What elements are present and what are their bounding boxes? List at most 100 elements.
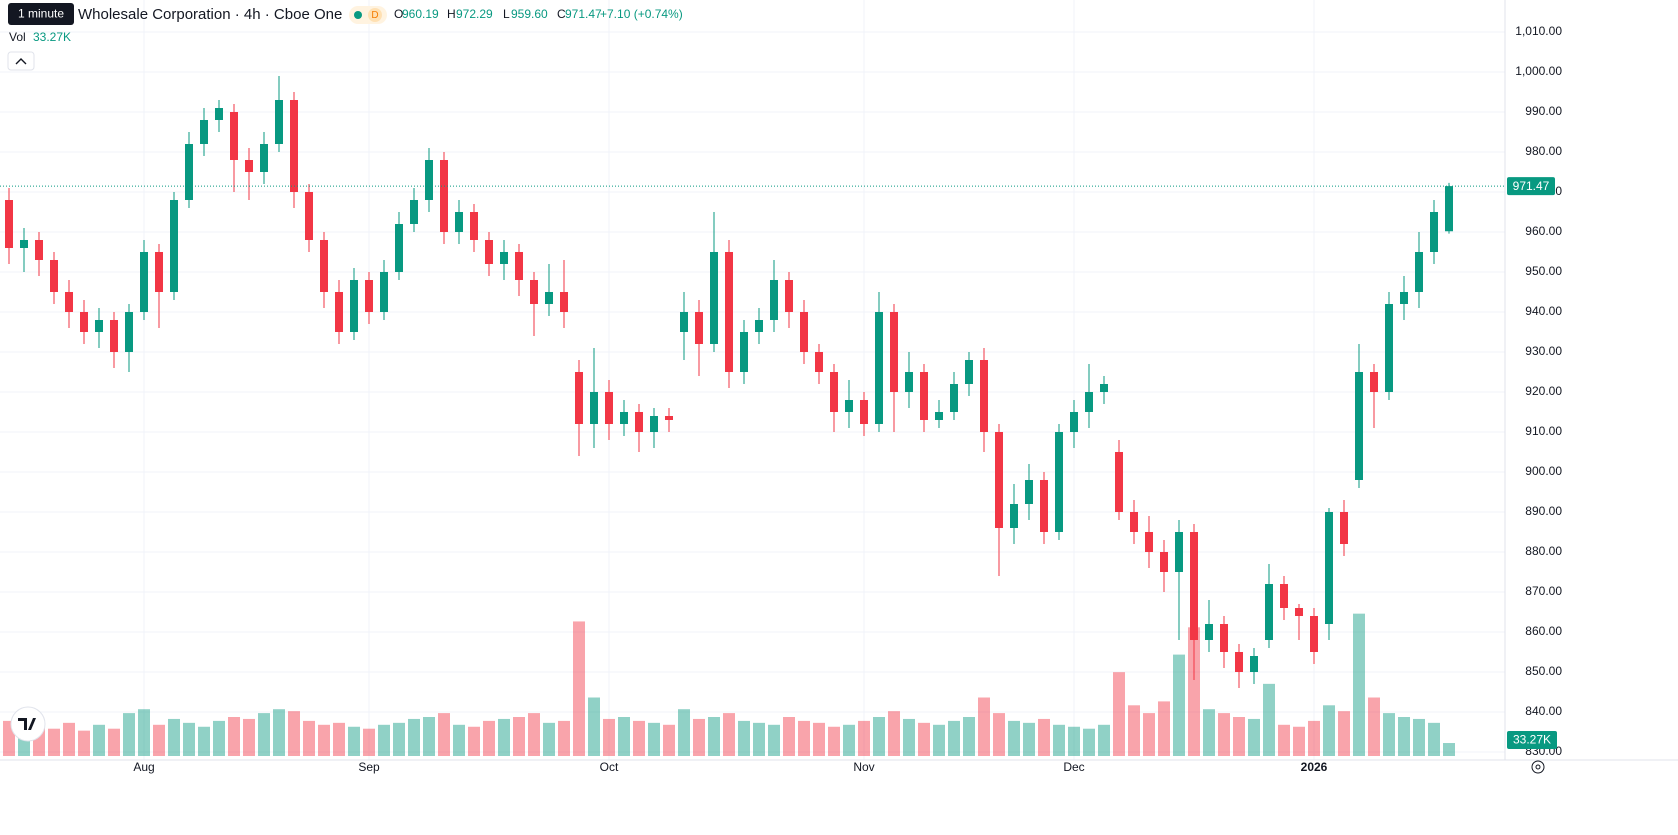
volume-bar — [63, 722, 75, 756]
volume-bar — [1203, 709, 1215, 756]
volume-bar — [108, 728, 120, 756]
volume-bar — [468, 726, 480, 756]
candle-body — [50, 260, 58, 292]
candle-body — [1400, 292, 1408, 304]
volume-bar — [1233, 717, 1245, 756]
volume-bar — [78, 730, 90, 756]
candle-body — [890, 312, 898, 392]
volume-bar — [438, 713, 450, 756]
candle-body — [875, 312, 883, 424]
tooltip-box — [8, 3, 74, 25]
x-tick-label: Nov — [853, 760, 874, 774]
candle-body — [590, 392, 598, 424]
candle-body — [1235, 652, 1243, 672]
candle-body — [155, 252, 163, 292]
volume-bar — [1308, 720, 1320, 756]
candle-body — [710, 252, 718, 344]
ohlc-value: 959.60 — [511, 7, 548, 21]
candle-body — [695, 312, 703, 344]
candle-body — [920, 372, 928, 420]
volume-bar — [1023, 722, 1035, 756]
volume-pane — [3, 613, 1455, 756]
candle-body — [1100, 384, 1108, 392]
candle-body — [290, 100, 298, 192]
candle-body — [1310, 616, 1318, 652]
volume-bar — [1188, 627, 1200, 756]
candle-body — [275, 100, 283, 144]
candle-body — [1160, 552, 1168, 572]
logo[interactable] — [10, 706, 46, 742]
volume-bar — [198, 726, 210, 756]
volume-badge — [1507, 731, 1557, 749]
candle-body — [1115, 452, 1123, 512]
x-tick-label: Sep — [358, 760, 380, 774]
candle-body — [380, 272, 388, 312]
y-tick-label: 950.00 — [1525, 264, 1562, 278]
volume-bar — [573, 621, 585, 756]
candle-body — [1085, 392, 1093, 412]
volume-bar — [663, 724, 675, 756]
candle-body — [80, 312, 88, 332]
y-tick-label: 910.00 — [1525, 424, 1562, 438]
candle-body — [230, 112, 238, 160]
x-tick-label: 2026 — [1301, 760, 1328, 774]
volume-bar — [1053, 724, 1065, 756]
settings-icon[interactable] — [1531, 760, 1545, 774]
candle-body — [1280, 584, 1288, 608]
candle-body — [860, 400, 868, 424]
y-tick-label: 1,010.00 — [1515, 24, 1562, 38]
logo-mark — [18, 718, 36, 730]
volume-bar — [183, 722, 195, 756]
x-tick-label: Aug — [133, 760, 154, 774]
candles — [5, 76, 1453, 688]
candle-body — [545, 292, 553, 304]
collapse-button[interactable] — [7, 51, 35, 71]
y-tick-label: 980.00 — [1525, 144, 1562, 158]
settings-icon-core — [1535, 764, 1541, 770]
candle-body — [965, 360, 973, 384]
y-tick-label: 960.00 — [1525, 224, 1562, 238]
last-price-label: 971.47 — [1513, 179, 1550, 193]
candle-body — [305, 192, 313, 240]
candle-body — [425, 160, 433, 200]
candle-body — [1070, 412, 1078, 432]
candle-body — [575, 372, 583, 424]
candle-body — [140, 252, 148, 312]
volume-bar — [648, 722, 660, 756]
volume-bar — [738, 720, 750, 756]
volume-bar — [1113, 672, 1125, 756]
volume-bar — [558, 720, 570, 756]
volume-bar — [1143, 713, 1155, 756]
volume-bar — [1158, 701, 1170, 756]
ohlc-key: L — [503, 7, 510, 21]
volume-bar — [498, 718, 510, 756]
candle-body — [95, 320, 103, 332]
candle-body — [1145, 532, 1153, 552]
candle-body — [1250, 656, 1258, 672]
ohlc-key: C — [557, 7, 566, 21]
volume-bar — [363, 728, 375, 756]
y-tick-label: 890.00 — [1525, 504, 1562, 518]
candle-body — [215, 108, 223, 120]
volume-bar — [48, 728, 60, 756]
candle-body — [650, 416, 658, 432]
y-tick-label: 990.00 — [1525, 104, 1562, 118]
volume-bar — [1173, 654, 1185, 756]
volume-bar — [1338, 711, 1350, 756]
y-tick-label: 840.00 — [1525, 704, 1562, 718]
symbol-title[interactable]: Wholesale Corporation · 4h · Cboe One — [78, 6, 342, 23]
candle-body — [665, 416, 673, 420]
candle-body — [335, 292, 343, 332]
candle-body — [1445, 186, 1453, 232]
volume-bar — [258, 713, 270, 756]
volume-bar — [1368, 697, 1380, 756]
volume-bar — [798, 720, 810, 756]
candle-body — [770, 280, 778, 320]
volume-bar — [693, 718, 705, 756]
y-tick-label: 900.00 — [1525, 464, 1562, 478]
candle-body — [455, 212, 463, 232]
volume-title: Vol — [9, 30, 26, 44]
volume-bar — [678, 709, 690, 756]
candle-body — [800, 312, 808, 352]
